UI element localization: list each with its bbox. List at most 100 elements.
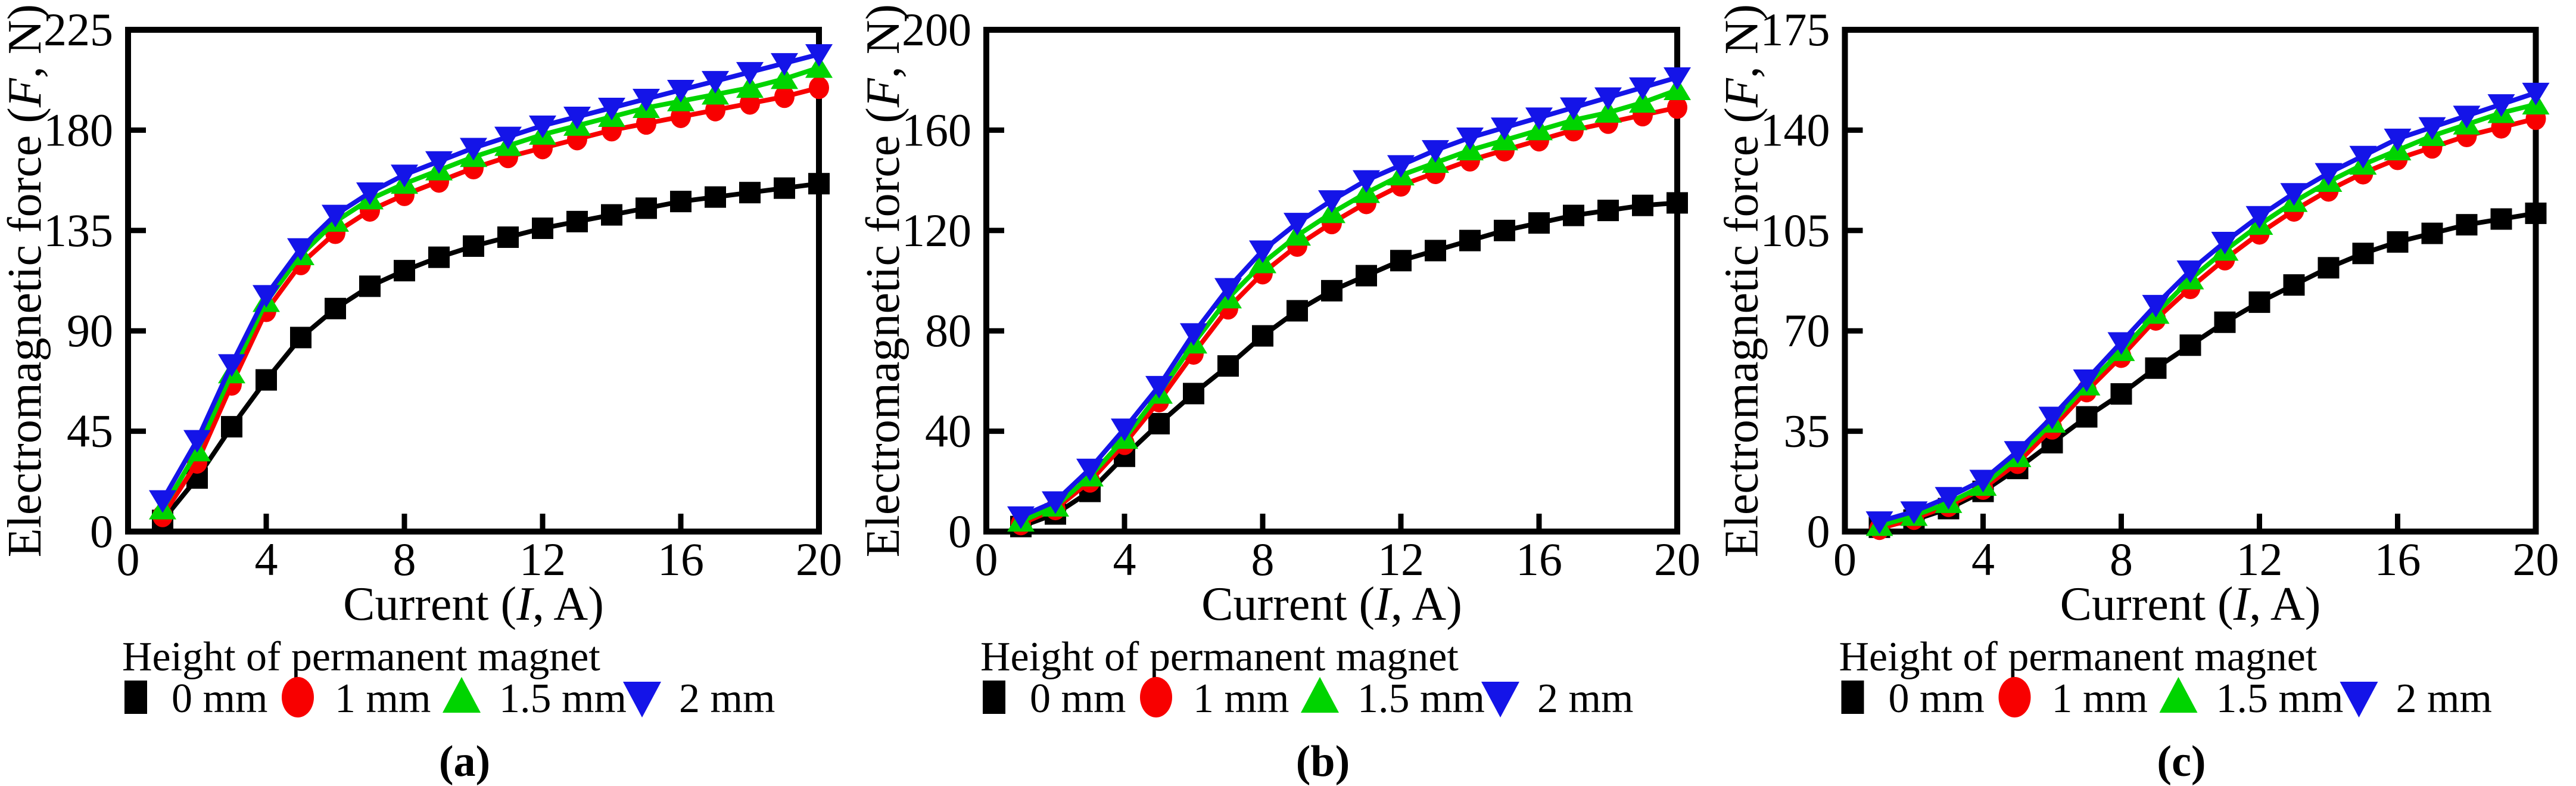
series-marker-triangle-down (1042, 491, 1069, 514)
series-marker-triangle-down (2245, 206, 2273, 229)
x-axis-title-part: Current ( (2060, 578, 2234, 630)
series-marker-square (739, 182, 761, 204)
series-marker-triangle-down (1145, 375, 1173, 399)
y-axis-title-part: F (1717, 77, 1768, 108)
series-marker-triangle-down (563, 106, 591, 129)
x-axis-title-part: , A) (2249, 578, 2320, 630)
series-marker-triangle-down (1491, 117, 1518, 141)
panel-b: 0 40 80 120 160 200 0 4 8 12 16 20 Electromagnetic f… (858, 0, 1717, 786)
series-marker-triangle-down (2522, 82, 2550, 105)
y-tick-label: 105 (1761, 204, 1830, 256)
series-marker-triangle-down (1664, 67, 1691, 90)
chart-b: 0 40 80 120 160 200 0 4 8 12 16 20 Electromagnetic f… (858, 4, 1700, 786)
legend-marker-square (124, 681, 147, 714)
series-marker-circle (809, 76, 829, 100)
series-marker-square (774, 177, 795, 199)
series-marker-triangle-down (2418, 117, 2446, 140)
y-tick-label: 0 (1807, 505, 1830, 557)
x-axis-title: Current (I, A) (343, 578, 604, 630)
x-tick-label: 12 (519, 533, 566, 585)
series-line-1-5-mm (1879, 102, 2537, 529)
series-marker-square (1287, 300, 1308, 322)
series-marker-square (2387, 231, 2409, 253)
series-marker-circle (1667, 96, 1687, 119)
series-marker-triangle-up (1594, 100, 1622, 123)
series-marker-triangle-down (1353, 170, 1380, 193)
x-axis-title-part: , A) (1391, 578, 1462, 630)
panel-caption: (b) (1296, 737, 1350, 786)
series-marker-triangle-down (1111, 418, 1138, 442)
series-marker-triangle-down (2038, 406, 2066, 430)
series-marker-square (532, 218, 553, 240)
series-marker-triangle-down (1422, 140, 1449, 163)
legend-marker-square (983, 681, 1005, 714)
series-marker-square (2248, 291, 2270, 313)
series-marker-triangle-down (1594, 87, 1622, 110)
y-axis-title-part: F (858, 77, 909, 108)
series-marker-triangle-up (736, 75, 764, 98)
y-axis-title: Electromagnetic force (F, N) (0, 4, 51, 557)
series-marker-square (325, 297, 346, 319)
series-marker-square (2318, 257, 2340, 279)
legend-marker-circle (1998, 677, 2031, 717)
legend-marker-triangle-up (1301, 677, 1339, 713)
x-axis-title-part: I (516, 578, 534, 630)
legend-entry-label: 1.5 mm (1357, 676, 1485, 722)
series-marker-triangle-down (2004, 441, 2032, 464)
y-axis-title: Electromagnetic force (F, N) (1717, 4, 1768, 557)
series-marker-triangle-down (1935, 487, 1963, 510)
x-axis-title: Current (I, A) (2060, 578, 2321, 630)
panel-caption: (a) (439, 737, 490, 786)
y-axis-title-part: F (0, 77, 51, 108)
x-tick-label: 4 (1971, 533, 1995, 585)
legend-entry-label: 2 mm (1537, 676, 1633, 722)
series-marker-triangle-down (2453, 105, 2481, 129)
x-axis-title-part: , A) (532, 578, 604, 630)
legend-entry-label: 1 mm (1193, 676, 1289, 722)
series-marker-triangle-down (633, 89, 660, 112)
series-marker-triangle-down (2211, 232, 2239, 255)
series-marker-square (705, 186, 726, 208)
x-tick-label: 4 (255, 533, 278, 585)
y-tick-label: 180 (43, 104, 113, 156)
legend-entry-label: 2 mm (2396, 676, 2492, 722)
series-marker-triangle-down (460, 138, 487, 161)
y-axis-title-part: Electromagnetic force ( (0, 107, 51, 557)
legend-marker-triangle-down (1481, 682, 1519, 717)
series-marker-square (1356, 265, 1377, 287)
series-marker-square (2076, 406, 2098, 428)
series-marker-square (636, 197, 657, 219)
series-line-0-mm (1020, 200, 1678, 529)
series-marker-triangle-down (322, 204, 349, 228)
series-marker-triangle-down (1629, 77, 1656, 100)
series-marker-square (1390, 250, 1412, 272)
series-marker-square (428, 246, 450, 268)
x-tick-label: 0 (1833, 533, 1857, 585)
series-line-0-mm (160, 181, 820, 522)
series-marker-triangle-down (2142, 294, 2170, 318)
legend-marker-triangle-up (2159, 677, 2198, 713)
legend-marker-circle (1140, 677, 1172, 717)
y-tick-label: 45 (67, 405, 113, 457)
series-marker-triangle-down (183, 430, 211, 453)
series-marker-triangle-down (1318, 190, 1345, 213)
y-tick-label: 140 (1761, 104, 1830, 156)
series-marker-square (2214, 311, 2236, 333)
x-tick-label: 0 (975, 533, 998, 585)
plot-border (983, 27, 1680, 535)
series-marker-triangle-down (1969, 470, 1997, 493)
series-marker-square (1148, 412, 1170, 434)
y-tick-label: 175 (1761, 4, 1830, 55)
plot-border (125, 27, 822, 535)
legend-marker-square (1841, 681, 1864, 714)
series-marker-triangle-down (1456, 128, 1484, 151)
series-marker-triangle-down (702, 71, 729, 94)
chart-c: 0 35 70 105 140 175 0 4 8 12 16 20 Electromagnetic f… (1717, 4, 2559, 786)
x-tick-label: 20 (2513, 533, 2559, 585)
x-tick-label: 16 (658, 533, 704, 585)
y-axis-title-part: , N) (858, 4, 909, 78)
series-marker-square (2525, 202, 2547, 224)
legend-entry-label: 0 mm (172, 676, 267, 722)
series-marker-triangle-down (1525, 107, 1553, 131)
